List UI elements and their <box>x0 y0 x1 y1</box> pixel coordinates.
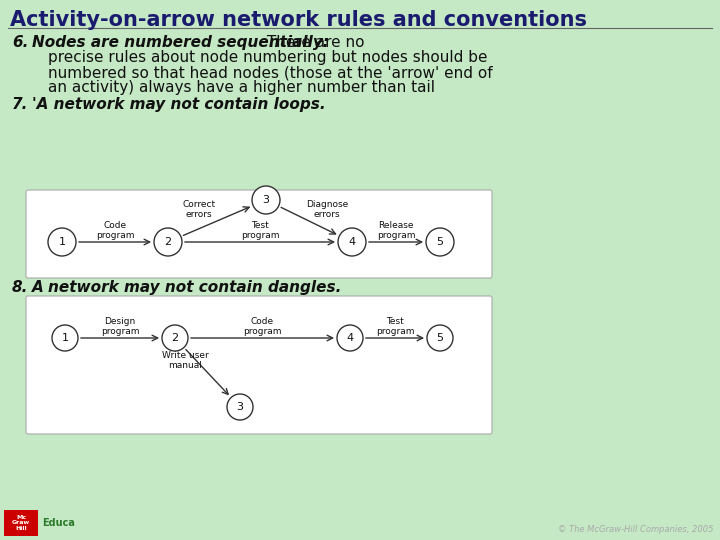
Text: 8.: 8. <box>12 280 28 295</box>
Text: Release
program: Release program <box>377 221 415 240</box>
Text: numbered so that head nodes (those at the 'arrow' end of: numbered so that head nodes (those at th… <box>48 65 492 80</box>
Text: 5: 5 <box>436 237 444 247</box>
Text: Activity-on-arrow network rules and conventions: Activity-on-arrow network rules and conv… <box>10 10 587 30</box>
Text: Write user
manual: Write user manual <box>162 351 209 370</box>
Circle shape <box>154 228 182 256</box>
Text: Mc
Graw
Hill: Mc Graw Hill <box>12 515 30 531</box>
Text: 3: 3 <box>236 402 243 412</box>
Text: There are no: There are no <box>262 35 364 50</box>
Text: © The McGraw-Hill Companies, 2005: © The McGraw-Hill Companies, 2005 <box>559 525 714 534</box>
Text: an activity) always have a higher number than tail: an activity) always have a higher number… <box>48 80 435 95</box>
FancyBboxPatch shape <box>26 296 492 434</box>
Circle shape <box>427 325 453 351</box>
Text: 2: 2 <box>164 237 171 247</box>
Text: 1: 1 <box>58 237 66 247</box>
FancyBboxPatch shape <box>4 510 38 536</box>
Text: precise rules about node numbering but nodes should be: precise rules about node numbering but n… <box>48 50 487 65</box>
Text: 1: 1 <box>61 333 68 343</box>
Text: Correct
errors: Correct errors <box>182 200 215 219</box>
Text: A network may not contain dangles.: A network may not contain dangles. <box>32 280 343 295</box>
Text: 3: 3 <box>263 195 269 205</box>
Text: Diagnose
errors: Diagnose errors <box>306 200 348 219</box>
Circle shape <box>227 394 253 420</box>
Circle shape <box>52 325 78 351</box>
Text: Code
program: Code program <box>96 221 134 240</box>
Text: 2: 2 <box>171 333 179 343</box>
Text: Design
program: Design program <box>101 316 139 336</box>
Circle shape <box>426 228 454 256</box>
Text: Test
program: Test program <box>240 221 279 240</box>
FancyBboxPatch shape <box>26 190 492 278</box>
Circle shape <box>338 228 366 256</box>
Text: 5: 5 <box>436 333 444 343</box>
Text: 6.: 6. <box>12 35 28 50</box>
Circle shape <box>48 228 76 256</box>
Text: 4: 4 <box>348 237 356 247</box>
Text: 4: 4 <box>346 333 354 343</box>
Circle shape <box>337 325 363 351</box>
Circle shape <box>162 325 188 351</box>
Text: Code
program: Code program <box>243 316 282 336</box>
Text: 7.: 7. <box>12 97 28 112</box>
Text: Educa: Educa <box>42 518 75 528</box>
Circle shape <box>252 186 280 214</box>
Text: 'A network may not contain loops.: 'A network may not contain loops. <box>32 97 325 112</box>
Text: Nodes are numbered sequentially:: Nodes are numbered sequentially: <box>32 35 329 50</box>
Text: Test
program: Test program <box>376 316 414 336</box>
